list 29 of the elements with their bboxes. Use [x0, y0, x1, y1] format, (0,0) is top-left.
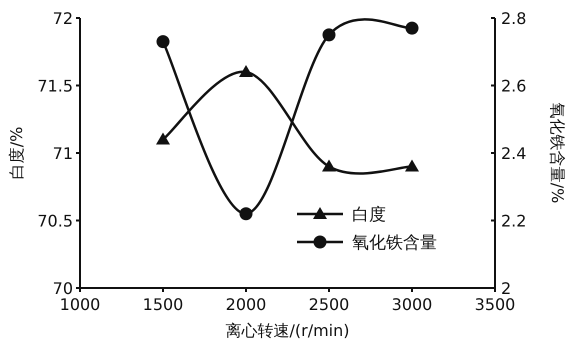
- legend-label: 氧化铁含量: [352, 233, 437, 253]
- y2-axis-title: 氧化铁含量/%: [548, 102, 567, 204]
- y2-tick-label: 2: [501, 279, 512, 298]
- point: [322, 28, 336, 42]
- x-tick-label: 2500: [308, 295, 350, 314]
- point: [406, 22, 418, 35]
- legend-label: 白度: [352, 205, 386, 225]
- x-axis-title: 离心转速/(r/min): [225, 321, 350, 340]
- point: [405, 160, 419, 172]
- y2-tick-label: 2.4: [501, 144, 526, 163]
- point: [156, 132, 170, 144]
- y-tick-label: 71: [52, 144, 73, 163]
- x-tick-label: 2000: [226, 295, 266, 314]
- y2-tick-label: 2.2: [501, 212, 526, 230]
- x-tick-label: 1500: [142, 295, 184, 314]
- y-tick-label: 70: [52, 279, 73, 298]
- y2-tick-label: 2.6: [501, 76, 526, 96]
- y2-tick-label: 2.8: [501, 9, 526, 28]
- x-tick-label: 3500: [474, 295, 516, 314]
- point: [156, 35, 170, 48]
- point: [240, 207, 252, 220]
- point: [239, 65, 253, 77]
- y-axis-title: 白度/%: [7, 126, 26, 180]
- y-tick-label: 72: [52, 9, 73, 28]
- y-tick-label: 70.5: [37, 212, 73, 230]
- x-tick-label: 1000: [60, 295, 100, 314]
- y-tick-label: 71.5: [37, 76, 73, 96]
- point: [322, 160, 336, 172]
- x-tick-label: 3000: [392, 295, 432, 314]
